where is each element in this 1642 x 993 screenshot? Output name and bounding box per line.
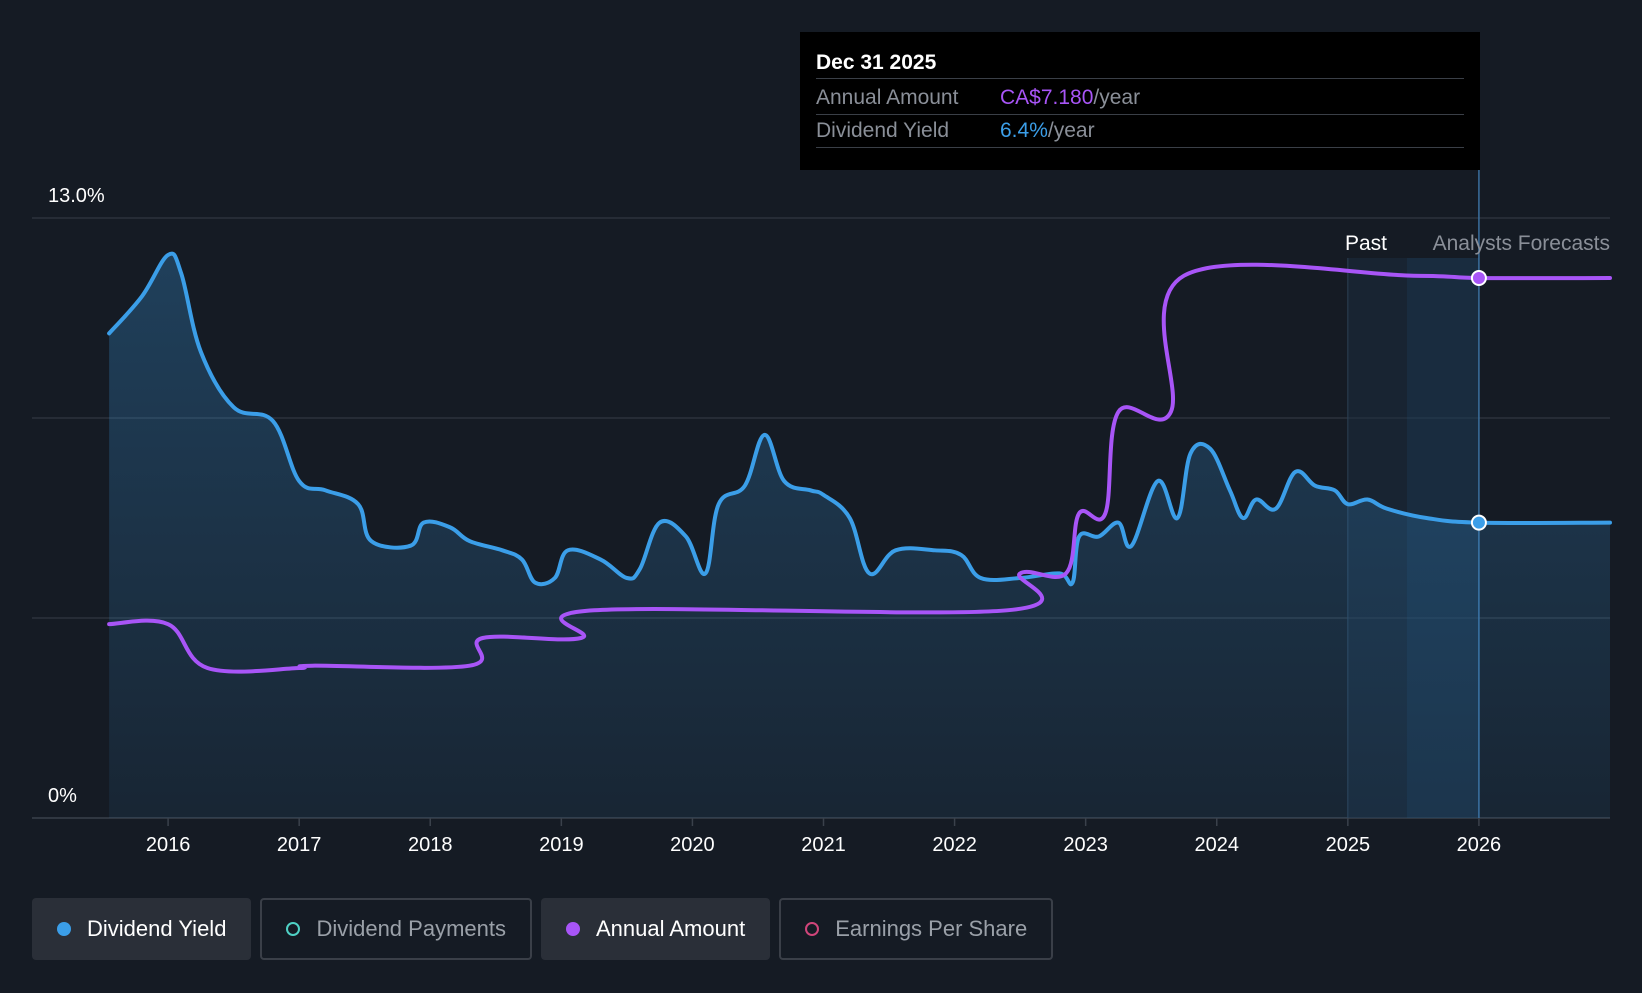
series-line-layer — [107, 251, 1612, 674]
tooltip-annual-label: Annual Amount — [816, 86, 959, 109]
legend-annual-amount-dot — [565, 922, 580, 936]
forecast-label: Analysts Forecasts — [1433, 232, 1610, 255]
tooltip-annual-row: Annual Amount CA$7.180 /year — [816, 82, 1464, 115]
x-tick-label-2024: 2024 — [1195, 834, 1240, 856]
dividend-yield-area — [109, 253, 1610, 819]
legend-dividend-payments-label: Dividend Payments — [316, 916, 506, 941]
x-tick-label-2020: 2020 — [670, 834, 715, 856]
legend-annual-amount[interactable]: Annual Amount — [540, 898, 771, 960]
x-tick-label-2023: 2023 — [1063, 834, 1108, 856]
dividend-yield-line — [107, 251, 1612, 587]
x-tick-label-2025: 2025 — [1326, 834, 1371, 856]
tooltip-annual-value: CA$7.180 — [1000, 86, 1094, 109]
dividend-yield-marker[interactable] — [1470, 514, 1487, 531]
tooltip-yield-label: Dividend Yield — [816, 119, 950, 142]
x-tick-label-2022: 2022 — [932, 834, 977, 856]
tooltip: Dec 31 2025 Annual Amount CA$7.180 /year… — [800, 32, 1480, 170]
legend-dividend-yield-dot — [57, 922, 71, 936]
x-tick-label-2021: 2021 — [801, 834, 846, 856]
legend-earnings-per-share-dot — [805, 922, 820, 936]
legend: Dividend Yield Dividend Payments Annual … — [32, 898, 1054, 960]
legend-dividend-payments[interactable]: Dividend Payments — [260, 898, 532, 960]
x-tick-label-2019: 2019 — [539, 834, 584, 856]
legend-annual-amount-label: Annual Amount — [595, 916, 746, 941]
tooltip-yield-row: Dividend Yield 6.4% /year — [816, 115, 1464, 148]
x-tick-label-2017: 2017 — [277, 834, 322, 856]
legend-earnings-per-share-label: Earnings Per Share — [835, 916, 1028, 941]
y-tick-label-bottom: 0% — [48, 785, 77, 807]
x-tick-label-2018: 2018 — [408, 834, 453, 856]
tooltip-yield-value: 6.4% — [1000, 119, 1048, 142]
marker-layer[interactable] — [1470, 270, 1487, 531]
x-tick-label-2026: 2026 — [1457, 834, 1502, 856]
axis-layer: 13.0% 0% 2016 2017 2018 2019 2020 2021 2022 2023 2… — [48, 185, 1501, 856]
x-tick-label-2016: 2016 — [146, 834, 191, 856]
legend-dividend-payments-dot — [286, 922, 301, 936]
tooltip-yield-unit: /year — [1047, 119, 1095, 142]
past-label: Past — [1345, 232, 1387, 255]
y-tick-label-top: 13.0% — [48, 185, 105, 207]
legend-dividend-yield-label: Dividend Yield — [87, 916, 227, 941]
annual-amount-marker[interactable] — [1470, 270, 1487, 286]
yield-area-layer — [109, 253, 1610, 819]
legend-dividend-yield[interactable]: Dividend Yield — [32, 898, 252, 960]
tooltip-annual-unit: /year — [1093, 86, 1141, 109]
tooltip-date: Dec 31 2025 — [816, 48, 1464, 79]
annual-amount-line — [107, 262, 1612, 674]
legend-earnings-per-share[interactable]: Earnings Per Share — [779, 898, 1054, 960]
